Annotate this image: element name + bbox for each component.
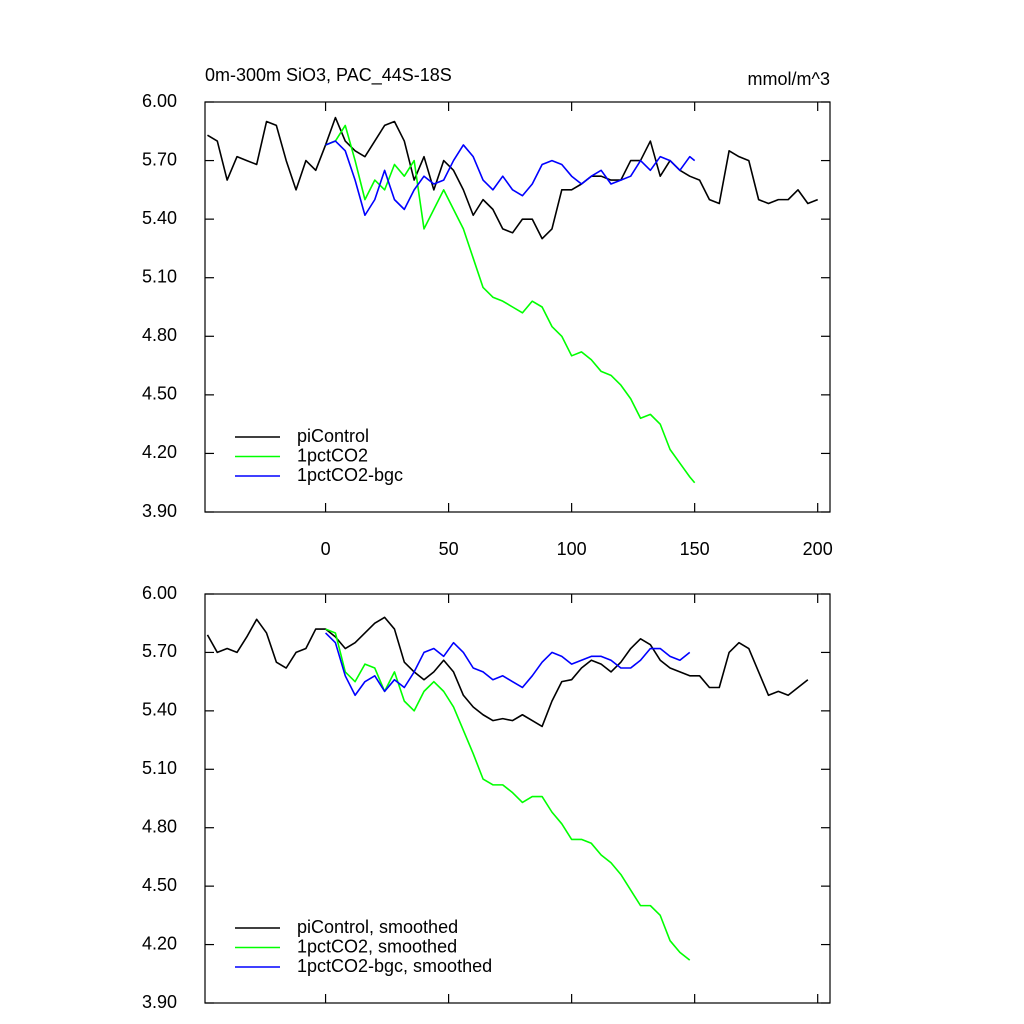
x-tick-label: 150 — [680, 539, 710, 559]
plot-frame — [204, 101, 831, 513]
legend-label: 1pctCO2-bgc — [297, 465, 403, 485]
y-tick-label: 4.80 — [142, 816, 177, 836]
series-line — [325, 628, 691, 961]
y-tick-label: 5.70 — [142, 641, 177, 661]
y-tick-label: 4.20 — [142, 933, 177, 953]
x-tick-label: 100 — [557, 539, 587, 559]
x-tick-label: 0 — [321, 539, 331, 559]
y-tick-label: 5.40 — [142, 700, 177, 720]
chart-title: 0m-300m SiO3, PAC_44S-18S — [205, 65, 452, 86]
legend-label: piControl, smoothed — [297, 917, 458, 937]
y-tick-label: 6.00 — [142, 583, 177, 603]
units-label: mmol/m^3 — [748, 69, 830, 89]
plot-frame — [204, 593, 831, 1004]
legend-label: 1pctCO2, smoothed — [297, 936, 457, 956]
y-tick-label: 5.10 — [142, 266, 177, 286]
y-tick-label: 6.00 — [142, 91, 177, 111]
y-tick-label: 3.90 — [142, 992, 177, 1012]
y-tick-label: 4.80 — [142, 325, 177, 345]
series-line — [207, 116, 818, 240]
x-tick-label: 200 — [803, 539, 833, 559]
y-tick-label: 4.50 — [142, 875, 177, 895]
series-line — [206, 616, 809, 728]
legend-label: 1pctCO2 — [297, 445, 368, 465]
series-line — [325, 632, 691, 697]
series-line — [325, 140, 696, 217]
y-tick-label: 5.10 — [142, 758, 177, 778]
y-tick-label: 5.70 — [142, 149, 177, 169]
legend-label: piControl — [297, 426, 369, 446]
y-tick-label: 4.20 — [142, 442, 177, 462]
y-tick-label: 4.50 — [142, 384, 177, 404]
legend-label: 1pctCO2-bgc, smoothed — [297, 956, 492, 976]
y-tick-label: 3.90 — [142, 501, 177, 521]
y-tick-label: 5.40 — [142, 208, 177, 228]
x-tick-label: 50 — [439, 539, 459, 559]
